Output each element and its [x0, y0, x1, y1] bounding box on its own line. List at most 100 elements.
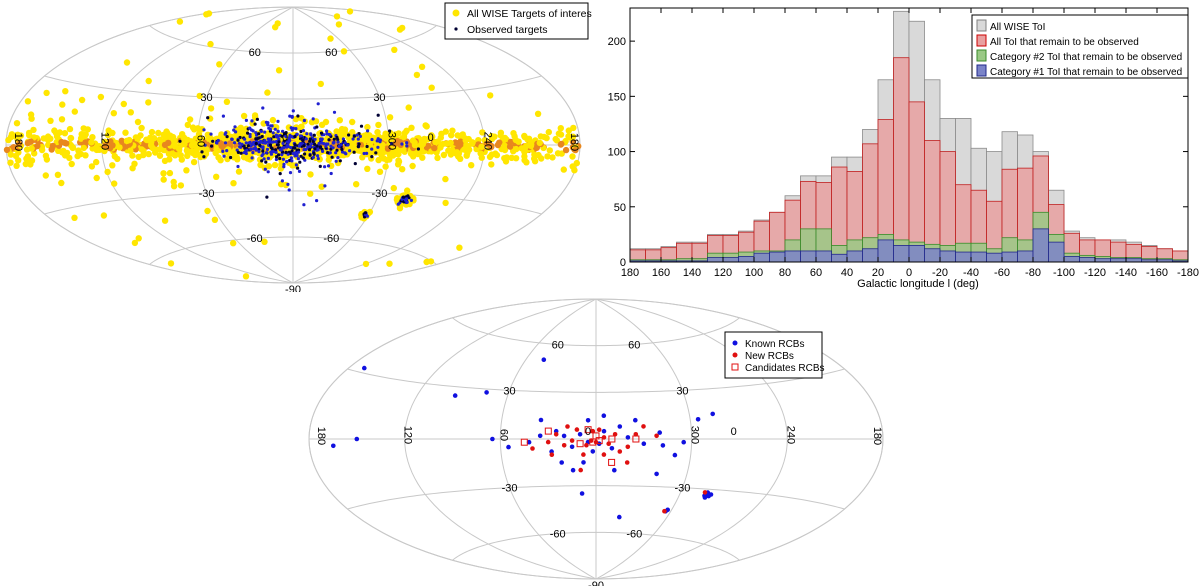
observed-target-point — [324, 142, 328, 146]
known-rcb-point — [609, 446, 615, 451]
observed-target-point — [306, 142, 310, 146]
x-tick-label: 40 — [841, 267, 853, 279]
legend-swatch-cat1 — [976, 64, 987, 77]
wise-target-point — [230, 240, 237, 247]
bar-remain — [908, 101, 925, 263]
observed-target-point — [312, 151, 316, 155]
wise-target-point — [207, 40, 214, 48]
wise-target-point — [428, 84, 435, 91]
new-rcb-point — [545, 439, 551, 445]
wise-target-point — [552, 135, 559, 143]
wise-target-point — [190, 158, 198, 166]
y-tick-label: 50 — [614, 202, 626, 214]
new-rcb-point — [569, 438, 575, 443]
grid-label: 0 — [585, 426, 591, 438]
observed-target-point — [307, 148, 312, 152]
parallel-line — [149, 25, 437, 54]
observed-target-point — [356, 137, 360, 141]
grid-label: 60 — [249, 47, 261, 59]
wise-target-point — [67, 142, 75, 149]
wise-target-point — [183, 147, 191, 154]
wise-target-point — [269, 116, 277, 124]
grid-label: 240 — [481, 132, 493, 150]
observed-target-point — [374, 151, 378, 155]
observed-target-point — [262, 157, 266, 161]
bar-cat1 — [1063, 256, 1080, 263]
new-rcb-point — [625, 444, 631, 450]
wise-target-point — [93, 158, 100, 166]
grid-label: 60 — [552, 339, 564, 351]
observed-target-point — [257, 150, 261, 154]
known-rcb-point — [541, 357, 547, 362]
observed-target-point — [289, 145, 293, 150]
candidate-rcb-marker — [520, 438, 528, 446]
wise-target-point — [58, 179, 65, 187]
wise-target-point — [28, 145, 35, 152]
wise-target-point — [462, 137, 469, 144]
grid-label: 30 — [200, 92, 212, 104]
wise-target-point — [59, 149, 66, 156]
known-rcb-point — [585, 418, 591, 423]
observed-target-point — [304, 137, 308, 141]
grid-label: -60 — [550, 529, 566, 541]
parallel-line — [44, 190, 542, 215]
meridian-line — [308, 298, 597, 580]
wise-target-point — [38, 146, 46, 154]
x-tick-label: -140 — [1115, 267, 1137, 279]
observed-target-point — [254, 141, 258, 146]
observed-target-point — [209, 132, 213, 136]
wise-target-point — [265, 163, 273, 170]
wise-target-point — [145, 99, 152, 106]
observed-target-point — [293, 146, 297, 150]
wise-target-point — [317, 80, 324, 88]
observed-target-point — [276, 129, 280, 134]
observed-target-point — [308, 144, 312, 148]
observed-target-point — [211, 139, 215, 143]
observed-target-point — [298, 134, 303, 138]
observed-target-point — [311, 139, 315, 143]
observed-target-point — [388, 129, 392, 133]
wise-target-point — [211, 216, 219, 223]
observed-target-point — [282, 165, 286, 169]
observed-target-point — [237, 141, 242, 145]
wise-target-point — [572, 146, 579, 154]
observed-target-point — [341, 137, 345, 141]
observed-target-point — [225, 149, 229, 153]
grid-label: 60 — [325, 47, 337, 59]
wise-target-point — [181, 141, 188, 148]
wise-target-point — [147, 142, 155, 149]
wise-target-point — [160, 170, 167, 177]
observed-target-point — [308, 139, 312, 143]
wise-target-point — [145, 77, 152, 85]
observed-target-point — [223, 141, 228, 145]
wise-target-point — [230, 180, 237, 187]
observed-target-point — [248, 140, 252, 145]
bar-cat1 — [800, 250, 817, 263]
wise-target-point — [340, 48, 348, 55]
new-rcb-point — [601, 452, 607, 457]
observed-target-point — [326, 151, 330, 155]
legend-label-all-tol: All WISE ToI — [990, 22, 1045, 33]
wise-target-point — [177, 152, 184, 159]
observed-target-point — [409, 198, 413, 202]
bar-cat1 — [738, 256, 755, 263]
wise-target-point — [565, 127, 572, 134]
observed-target-point — [269, 152, 273, 156]
known-rcb-point — [702, 495, 708, 500]
new-rcb-point — [617, 449, 623, 454]
wise-target-point — [135, 235, 142, 242]
wise-target-point — [390, 184, 397, 192]
wise-target-point — [413, 71, 421, 79]
observed-target-point — [236, 150, 240, 154]
wise-target-point — [405, 104, 412, 111]
sky-map-points — [3, 8, 582, 280]
legend-label-wise: All WISE Targets of interest — [467, 8, 592, 20]
wise-target-point — [223, 98, 231, 106]
observed-target-point — [305, 132, 309, 136]
wise-target-point — [264, 89, 271, 96]
observed-target-point — [268, 127, 272, 131]
grid-label: -90 — [285, 284, 301, 292]
bar-cat1 — [877, 239, 894, 263]
